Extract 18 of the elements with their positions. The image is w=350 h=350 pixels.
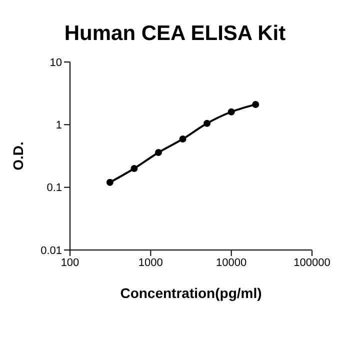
point	[204, 120, 211, 127]
x-axis-title: Concentration(pg/ml)	[120, 285, 262, 301]
y-tick-label: 0.1	[46, 182, 62, 194]
y-axis-title: O.D.	[10, 142, 26, 170]
point	[252, 100, 260, 108]
chart-title: Human CEA ELISA Kit	[63, 22, 287, 47]
point	[106, 178, 114, 186]
point	[179, 136, 186, 143]
point	[154, 148, 162, 156]
y-tick-label: 0.01	[40, 244, 62, 257]
point	[228, 108, 235, 116]
point	[130, 164, 138, 172]
x-tick-label: 1000	[138, 256, 163, 269]
x-tick-label: 100000	[294, 256, 330, 269]
x-tick-label: 100	[60, 256, 80, 269]
y-tick-label: 10	[50, 56, 62, 69]
y-tick-label: 1	[56, 120, 62, 132]
x-tick-label: 10000	[216, 256, 247, 269]
